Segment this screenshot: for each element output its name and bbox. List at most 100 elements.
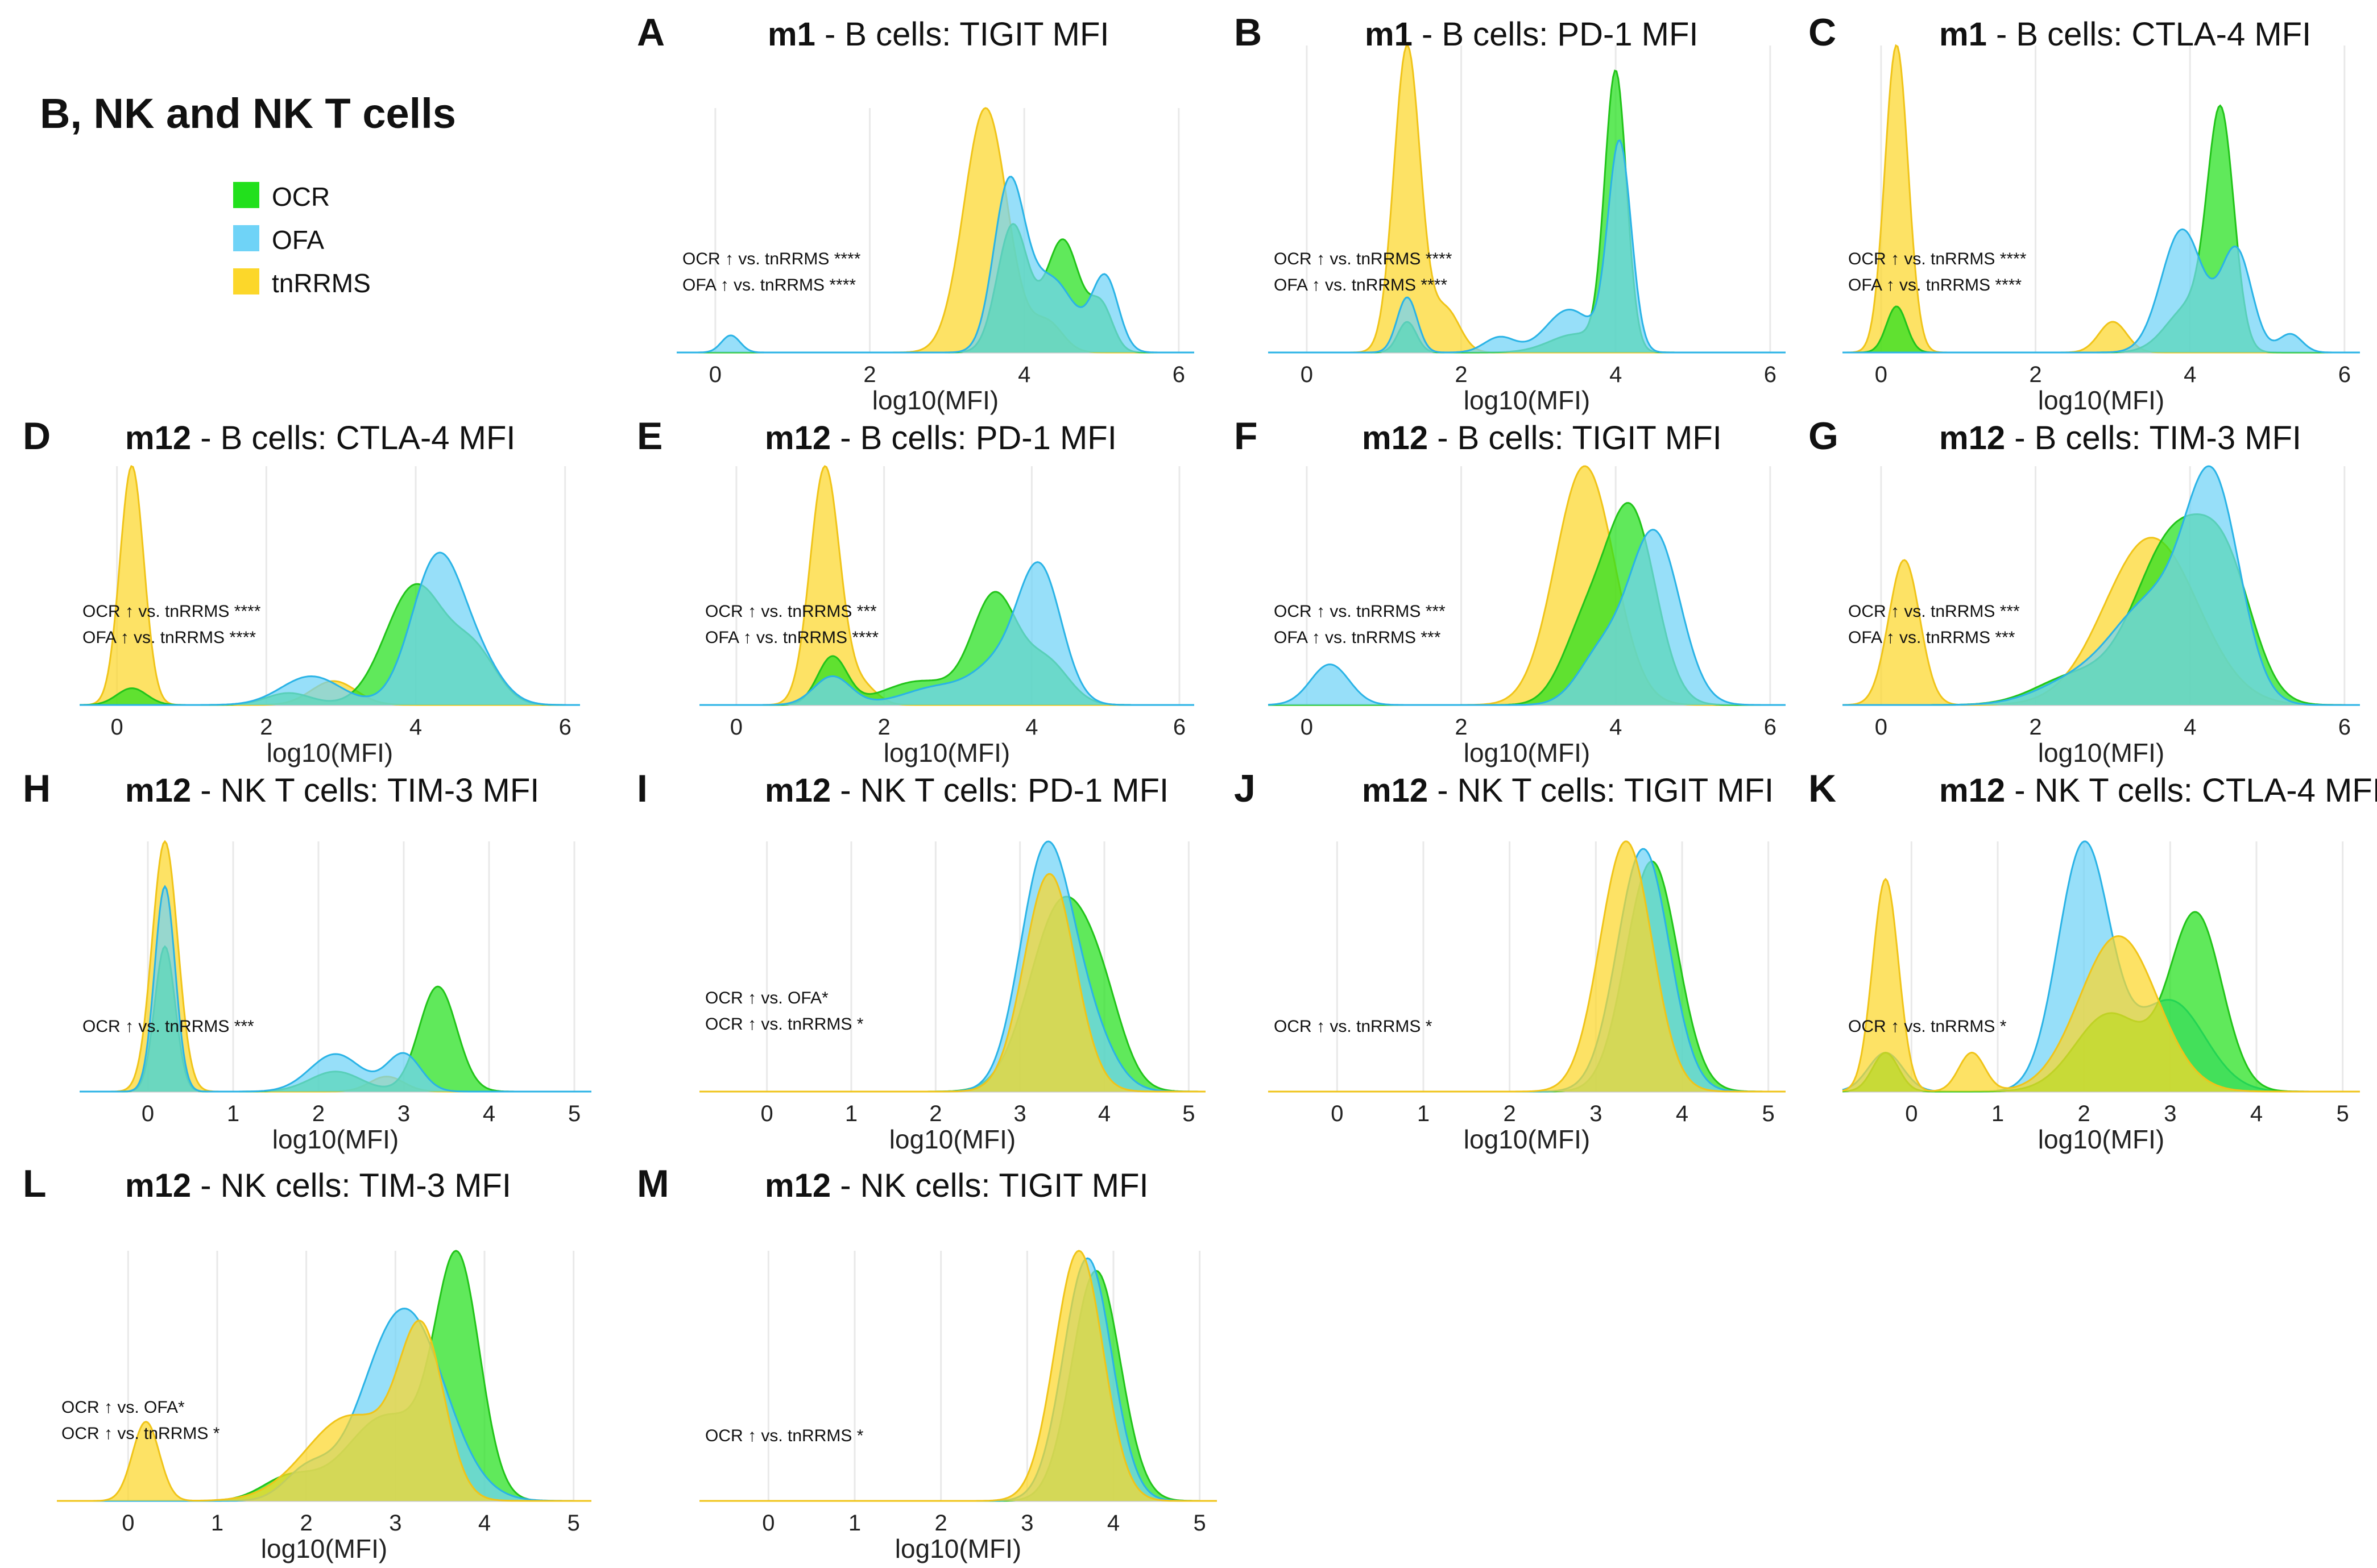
x-axis-label: log10(MFI) <box>1464 385 1590 415</box>
panel-title-text: - B cells: TIGIT MFI <box>815 16 1109 53</box>
stat-annotation: OFA ↑ vs. tnRRMS **** <box>705 628 879 647</box>
density-line-tnrrms <box>699 465 1194 706</box>
tick-label: 2 <box>863 362 876 387</box>
tick-label: 0 <box>1301 715 1313 740</box>
stat-annotation: OFA ↑ vs. tnRRMS **** <box>682 276 856 294</box>
density-area-ocr <box>1842 912 2360 1092</box>
tick-label: 4 <box>2184 715 2196 740</box>
density-area-tnrrms <box>699 1251 1217 1501</box>
panel-letter: J <box>1234 767 1256 810</box>
tick-label: 1 <box>848 1511 861 1536</box>
panel-title: m12 - NK T cells: TIGIT MFI <box>1362 772 1774 809</box>
panel-letter: A <box>637 11 665 54</box>
x-axis-label: log10(MFI) <box>872 385 999 415</box>
panel-f: 0 2 4 6 log10(MFI) F m12 - B cells: TIGIT MFI O… <box>1234 414 1786 768</box>
tick-label: 2 <box>312 1101 325 1126</box>
panel-title-text: - B cells: TIGIT MFI <box>1428 420 1722 457</box>
tick-label: 4 <box>1676 1101 1688 1126</box>
tick-label: 2 <box>1455 715 1467 740</box>
panel-title-text: - B cells: PD-1 MFI <box>831 420 1117 457</box>
tick-label: 0 <box>1875 362 1887 387</box>
tick-label: 0 <box>761 1101 773 1126</box>
panel-d: 0 2 4 6 log10(MFI) D m12 - B cells: CTLA-4 MFI… <box>23 414 580 768</box>
tick-label: 4 <box>2184 362 2196 387</box>
panel-timepoint: m1 <box>1939 16 1987 53</box>
panel-title: m12 - NK cells: TIM-3 MFI <box>125 1167 511 1204</box>
panel-letter: D <box>23 414 51 458</box>
stat-annotation: OCR ↑ vs. tnRRMS * <box>705 1426 864 1445</box>
panel-timepoint: m12 <box>1362 420 1428 457</box>
density-line-ofa <box>1268 529 1786 706</box>
panel-letter: C <box>1808 11 1836 54</box>
panel-letter: E <box>637 414 662 458</box>
panel-timepoint: m1 <box>1365 16 1413 53</box>
tick-label: 3 <box>1021 1511 1033 1536</box>
panel-title-text: - NK cells: TIM-3 MFI <box>191 1167 511 1204</box>
tick-label: 3 <box>397 1101 410 1126</box>
stat-annotation: OCR ↑ vs. tnRRMS * <box>1848 1017 2007 1036</box>
density-line-tnrrms <box>699 873 1206 1093</box>
density-line-tnrrms <box>1268 840 1786 1093</box>
tick-label: 0 <box>1875 715 1887 740</box>
tick-label: 4 <box>409 715 422 740</box>
x-axis-label: log10(MFI) <box>895 1534 1021 1563</box>
tick-label: 4 <box>478 1511 491 1536</box>
panel-c: 0 2 4 6 log10(MFI) C m1 - B cells: CTLA-4 MFI O… <box>1808 11 2360 415</box>
tick-label: 0 <box>142 1101 154 1126</box>
x-axis-label: log10(MFI) <box>1464 738 1590 768</box>
tick-label: 0 <box>1301 362 1313 387</box>
panel-j: 0 1 2 3 4 5 log10(MFI) J m12 - NK T cells: TIGIT… <box>1234 767 1786 1154</box>
tick-label: 3 <box>389 1511 401 1536</box>
panel-timepoint: m12 <box>765 1167 831 1204</box>
panel-title: m1 - B cells: PD-1 MFI <box>1365 16 1699 53</box>
tick-label: 0 <box>111 715 123 740</box>
panel-title: m12 - NK T cells: TIM-3 MFI <box>125 772 539 809</box>
density-area-tnrrms <box>699 874 1206 1092</box>
stat-annotation: OCR ↑ vs. tnRRMS * <box>1274 1017 1432 1036</box>
density-area-ocr <box>80 946 591 1092</box>
tick-label: 2 <box>2078 1101 2090 1126</box>
tick-label: 5 <box>568 1511 580 1536</box>
tick-label: 6 <box>559 715 572 740</box>
panel-l: 0 1 2 3 4 5 log10(MFI) L m12 - NK cells: TIM-3 M… <box>23 1162 591 1563</box>
density-line-tnrrms <box>1268 465 1786 706</box>
stat-annotation: OCR ↑ vs. tnRRMS **** <box>682 250 861 268</box>
tick-label: 0 <box>709 362 722 387</box>
density-area-ofa <box>80 552 580 705</box>
panel-letter: G <box>1808 414 1838 458</box>
panels: 0 2 4 6 log10(MFI) A m1 - B cells: TIGIT MFI OC… <box>23 11 2377 1563</box>
stat-annotation: OCR ↑ vs. tnRRMS *** <box>82 1017 254 1036</box>
panel-timepoint: m1 <box>768 16 815 53</box>
panel-letter: M <box>637 1162 669 1205</box>
stat-annotation: OFA ↑ vs. tnRRMS **** <box>82 628 256 647</box>
stat-annotation: OCR ↑ vs. tnRRMS **** <box>82 602 261 621</box>
panel-timepoint: m12 <box>1362 772 1428 809</box>
tick-label: 6 <box>1764 362 1776 387</box>
stat-annotation: OCR ↑ vs. OFA* <box>61 1398 185 1417</box>
panel-timepoint: m12 <box>765 420 831 457</box>
panel-letter: B <box>1234 11 1262 54</box>
density-line-ofa <box>699 561 1194 706</box>
density-area-ofa <box>1268 529 1786 705</box>
tick-label: 0 <box>762 1511 775 1536</box>
tick-label: 2 <box>929 1101 942 1126</box>
legend-swatch-ocr <box>233 182 259 208</box>
panel-b: 0 2 4 6 log10(MFI) B m1 - B cells: PD-1 MFI OCR… <box>1234 11 1786 415</box>
stat-annotation: OCR ↑ vs. tnRRMS **** <box>1848 250 2027 268</box>
tick-label: 5 <box>1182 1101 1195 1126</box>
panel-timepoint: m12 <box>1939 420 2005 457</box>
density-area-tnrrms <box>1268 841 1786 1092</box>
density-line-ofa <box>677 176 1194 354</box>
tick-label: 3 <box>2164 1101 2176 1126</box>
panel-e: 0 2 4 6 log10(MFI) E m12 - B cells: PD-1 MFI OC… <box>637 414 1194 768</box>
tick-label: 6 <box>1173 715 1186 740</box>
tick-label: 4 <box>1025 715 1038 740</box>
panel-title-text: - B cells: CTLA-4 MFI <box>1987 16 2311 53</box>
legend-label-tnrrms: tnRRMS <box>272 268 371 298</box>
tick-label: 6 <box>1764 715 1776 740</box>
panel-timepoint: m12 <box>125 1167 191 1204</box>
density-area-ofa <box>1842 229 2360 352</box>
density-area-ofa <box>699 562 1194 705</box>
x-axis-label: log10(MFI) <box>884 738 1010 768</box>
panel-timepoint: m12 <box>125 772 191 809</box>
